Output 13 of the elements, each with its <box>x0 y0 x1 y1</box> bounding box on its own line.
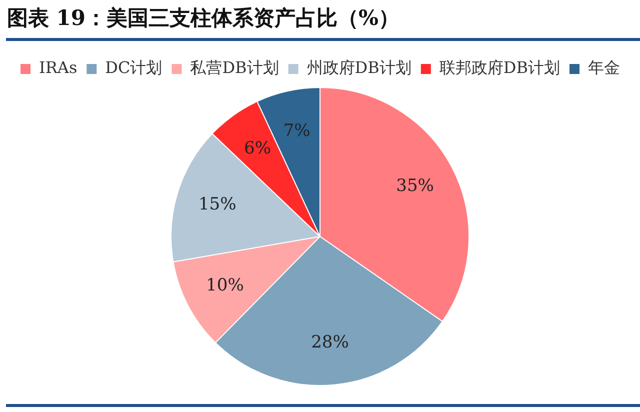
data-label: 28% <box>311 332 349 353</box>
legend-label: DC计划 <box>105 58 162 78</box>
data-label: 10% <box>206 276 244 296</box>
chart-title: 图表 19：美国三支柱体系资产占比（%） <box>7 4 400 32</box>
legend-label: 私营DB计划 <box>190 58 279 78</box>
data-label: 7% <box>283 121 310 142</box>
legend-label: IRAs <box>39 58 78 78</box>
legend-label: 年金 <box>588 58 620 78</box>
data-label: 15% <box>198 194 236 215</box>
legend-label: 联邦政府DB计划 <box>439 58 560 78</box>
data-label: 6% <box>244 138 271 159</box>
data-label: 35% <box>396 176 434 196</box>
legend-label: 州政府DB计划 <box>306 58 412 78</box>
